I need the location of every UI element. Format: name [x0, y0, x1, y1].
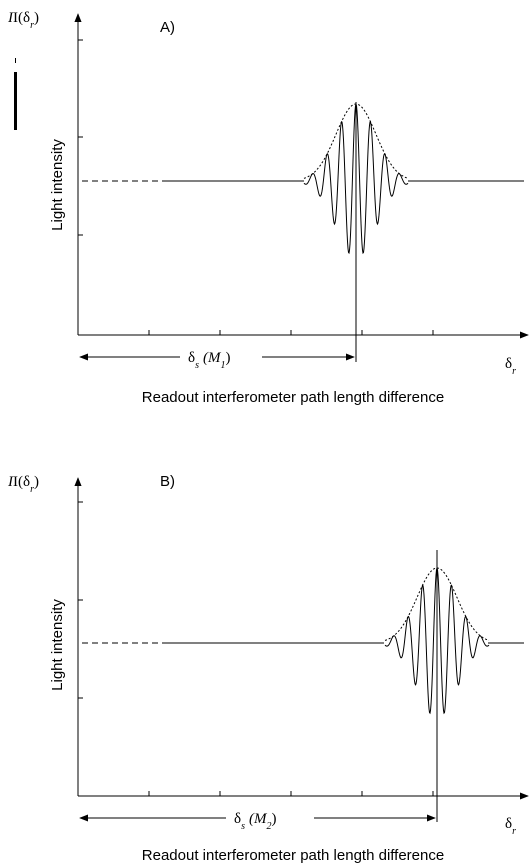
x-axis-symbol: δr [505, 356, 516, 377]
margin-mark [14, 72, 17, 130]
y-axis-symbol: II(δr) [7, 474, 39, 495]
y-axis-symbol-open: I(δ [13, 10, 30, 26]
path-difference-label: δs (M2) [234, 811, 276, 832]
x-axis-caption: Readout interferometer path length diffe… [142, 847, 444, 864]
y-axis-symbol: II(δr) [7, 10, 39, 31]
y-axis-label: Light intensity [49, 139, 66, 231]
label-mask [226, 805, 314, 829]
panel-tag: B) [160, 473, 175, 490]
margin-mark [15, 58, 16, 63]
y-axis-label: Light intensity [49, 599, 66, 691]
x-axis-symbol: δr [505, 816, 516, 837]
path-difference-label: δs (M1) [188, 350, 230, 371]
panel-a: A) II(δr) Light intensity [7, 10, 529, 406]
panel-tag: A) [160, 19, 175, 36]
panel-b: B) II(δr) Light intensity δs (M2) δr Read… [7, 473, 529, 864]
x-axis-caption: Readout interferometer path length diffe… [142, 389, 444, 406]
label-mask [180, 344, 262, 368]
